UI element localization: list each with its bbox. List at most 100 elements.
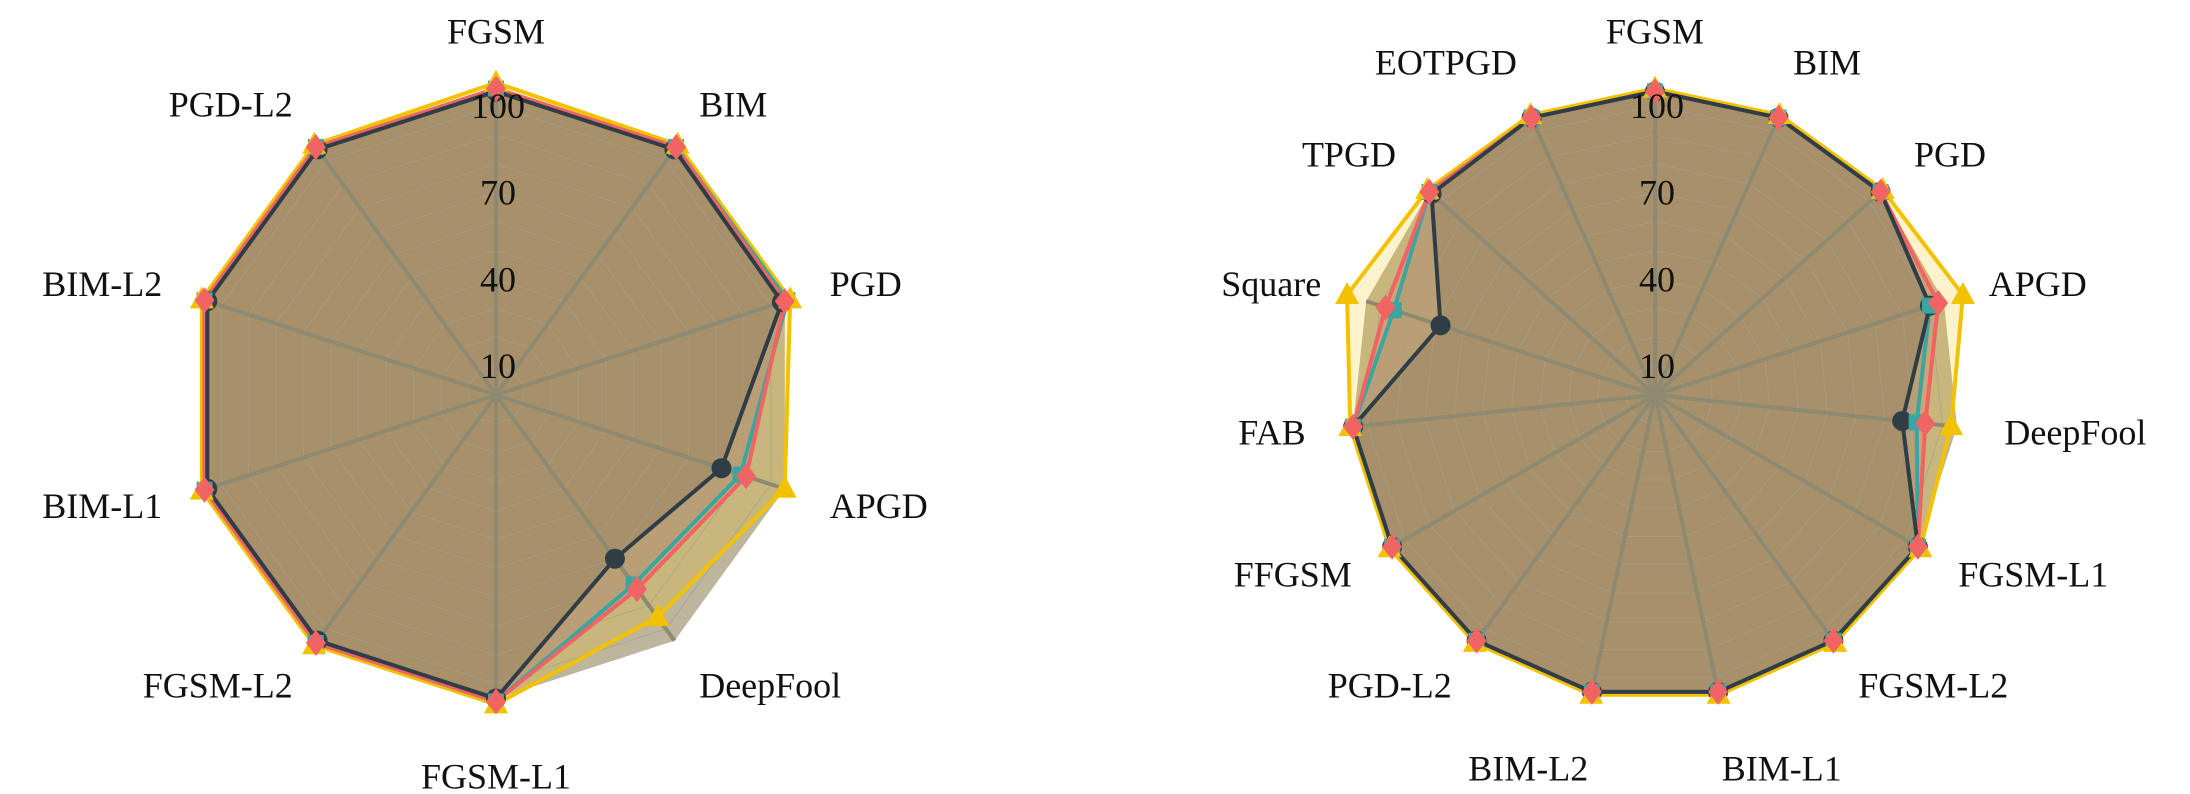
series-4-point <box>486 688 506 715</box>
radial-tick-label: 70 <box>1639 173 1675 213</box>
spoke-line <box>1474 393 1657 642</box>
grid-ring <box>1625 365 1685 424</box>
series-line-3 <box>1345 86 1965 697</box>
grid-ring <box>1510 249 1800 537</box>
spoke-line <box>1427 190 1657 397</box>
series-4-point <box>1928 289 1949 316</box>
grid-ring <box>1596 336 1714 453</box>
grid-ring <box>1424 163 1886 622</box>
category-label: FFGSM <box>1234 555 1352 595</box>
series-4-point <box>1581 678 1602 705</box>
category-label: FGSM-L2 <box>1858 666 2008 706</box>
category-label: DeepFool <box>2004 413 2146 453</box>
grid-ring <box>1453 192 1857 594</box>
grid-ring <box>1481 221 1829 566</box>
series-1-point <box>711 458 732 479</box>
series-4-point <box>1823 627 1844 654</box>
series-3-point <box>1939 413 1964 436</box>
radial-tick-label: 40 <box>480 259 516 299</box>
radar-chart-left: 10 40 70 100 FGSM BIM PGD APGD DeepFool FGSM-L1 FG… <box>42 12 928 794</box>
series-4-point <box>194 476 215 503</box>
series-3-point <box>1950 281 1975 304</box>
spoke-line <box>206 299 497 397</box>
category-label: APGD <box>830 486 928 526</box>
series-4-point <box>774 288 795 315</box>
category-label: PGD-L2 <box>169 84 293 124</box>
spoke-line <box>1352 393 1656 429</box>
category-label: FGSM-L1 <box>1958 555 2108 595</box>
spoke-line <box>315 393 498 642</box>
spoke-line <box>1653 116 1781 396</box>
category-label: PGD-L2 <box>1328 666 1452 706</box>
series-4-point <box>1768 104 1789 131</box>
spoke-line <box>1529 116 1657 396</box>
spoke-line <box>1365 299 1656 397</box>
category-label: FGSM <box>1606 12 1704 52</box>
category-label: BIM-L2 <box>1468 748 1588 788</box>
category-label: BIM-L1 <box>1722 748 1842 788</box>
series-4-point <box>1645 78 1665 105</box>
radial-tick-label: 10 <box>1639 346 1675 386</box>
spoke-line <box>1653 190 1883 397</box>
radial-tick-label: 70 <box>480 173 516 213</box>
series-3-point <box>772 475 797 498</box>
series-3-point <box>645 604 670 627</box>
category-label: PGD <box>830 264 902 304</box>
category-label: PGD <box>1914 135 1986 175</box>
radial-tick-label: 10 <box>480 346 516 386</box>
spoke-line <box>315 148 498 397</box>
radial-tick-label: 100 <box>1630 86 1684 126</box>
series-4-point <box>1419 178 1440 205</box>
category-label: FGSM <box>447 12 545 52</box>
series-4-point <box>305 134 326 161</box>
spoke-line <box>1653 393 1836 642</box>
spoke-line <box>1390 393 1656 549</box>
series-4-point <box>1907 533 1928 560</box>
series-4-point <box>627 576 648 603</box>
series-4-point <box>1915 410 1936 437</box>
spoke-line <box>1654 299 1945 397</box>
spoke-line <box>1589 394 1657 693</box>
spoke-line <box>494 148 677 397</box>
spoke-line <box>206 393 497 491</box>
spoke-line <box>1654 393 1920 549</box>
category-label: BIM-L2 <box>42 264 162 304</box>
spoke-line <box>1653 394 1721 693</box>
series-4-point <box>1382 533 1403 560</box>
spoke-line <box>495 299 786 397</box>
series-line-1 <box>1351 89 1932 694</box>
series-1-point <box>1430 315 1451 336</box>
category-label: BIM <box>1793 43 1861 83</box>
series-4-point <box>1466 627 1487 654</box>
series-4-point <box>305 629 326 656</box>
series-3-point <box>1335 281 1360 304</box>
category-label: BIM <box>699 84 767 124</box>
grid-ring <box>1568 307 1742 481</box>
series-4-point <box>1343 413 1364 440</box>
radar-chart-right: 10 40 70 100 FGSM BIM PGD APGD DeepFool FGSM-L1 FG… <box>1221 12 2146 789</box>
series-1-point <box>1892 410 1913 431</box>
radial-tick-label: 40 <box>1639 259 1675 299</box>
category-label: APGD <box>1989 264 2087 304</box>
spoke-line <box>494 393 677 642</box>
series-4-point <box>1708 678 1729 705</box>
category-label: TPGD <box>1302 135 1396 175</box>
category-label: FGSM-L1 <box>421 756 571 794</box>
series-4-point <box>486 75 506 102</box>
category-label: DeepFool <box>699 666 841 706</box>
series-4-point <box>666 134 687 161</box>
category-label: Square <box>1221 264 1321 304</box>
series-1-point <box>604 548 625 569</box>
category-label: FGSM-L2 <box>143 666 293 706</box>
category-label: EOTPGD <box>1375 43 1517 83</box>
series-4-point <box>1870 178 1891 205</box>
grid-ring <box>1539 278 1771 509</box>
grid-ring <box>1395 134 1915 650</box>
series-4-point <box>1521 104 1542 131</box>
series-4-point <box>736 463 757 490</box>
category-label: FAB <box>1238 413 1305 453</box>
radial-tick-label: 100 <box>471 86 525 126</box>
series-4-point <box>194 287 215 314</box>
